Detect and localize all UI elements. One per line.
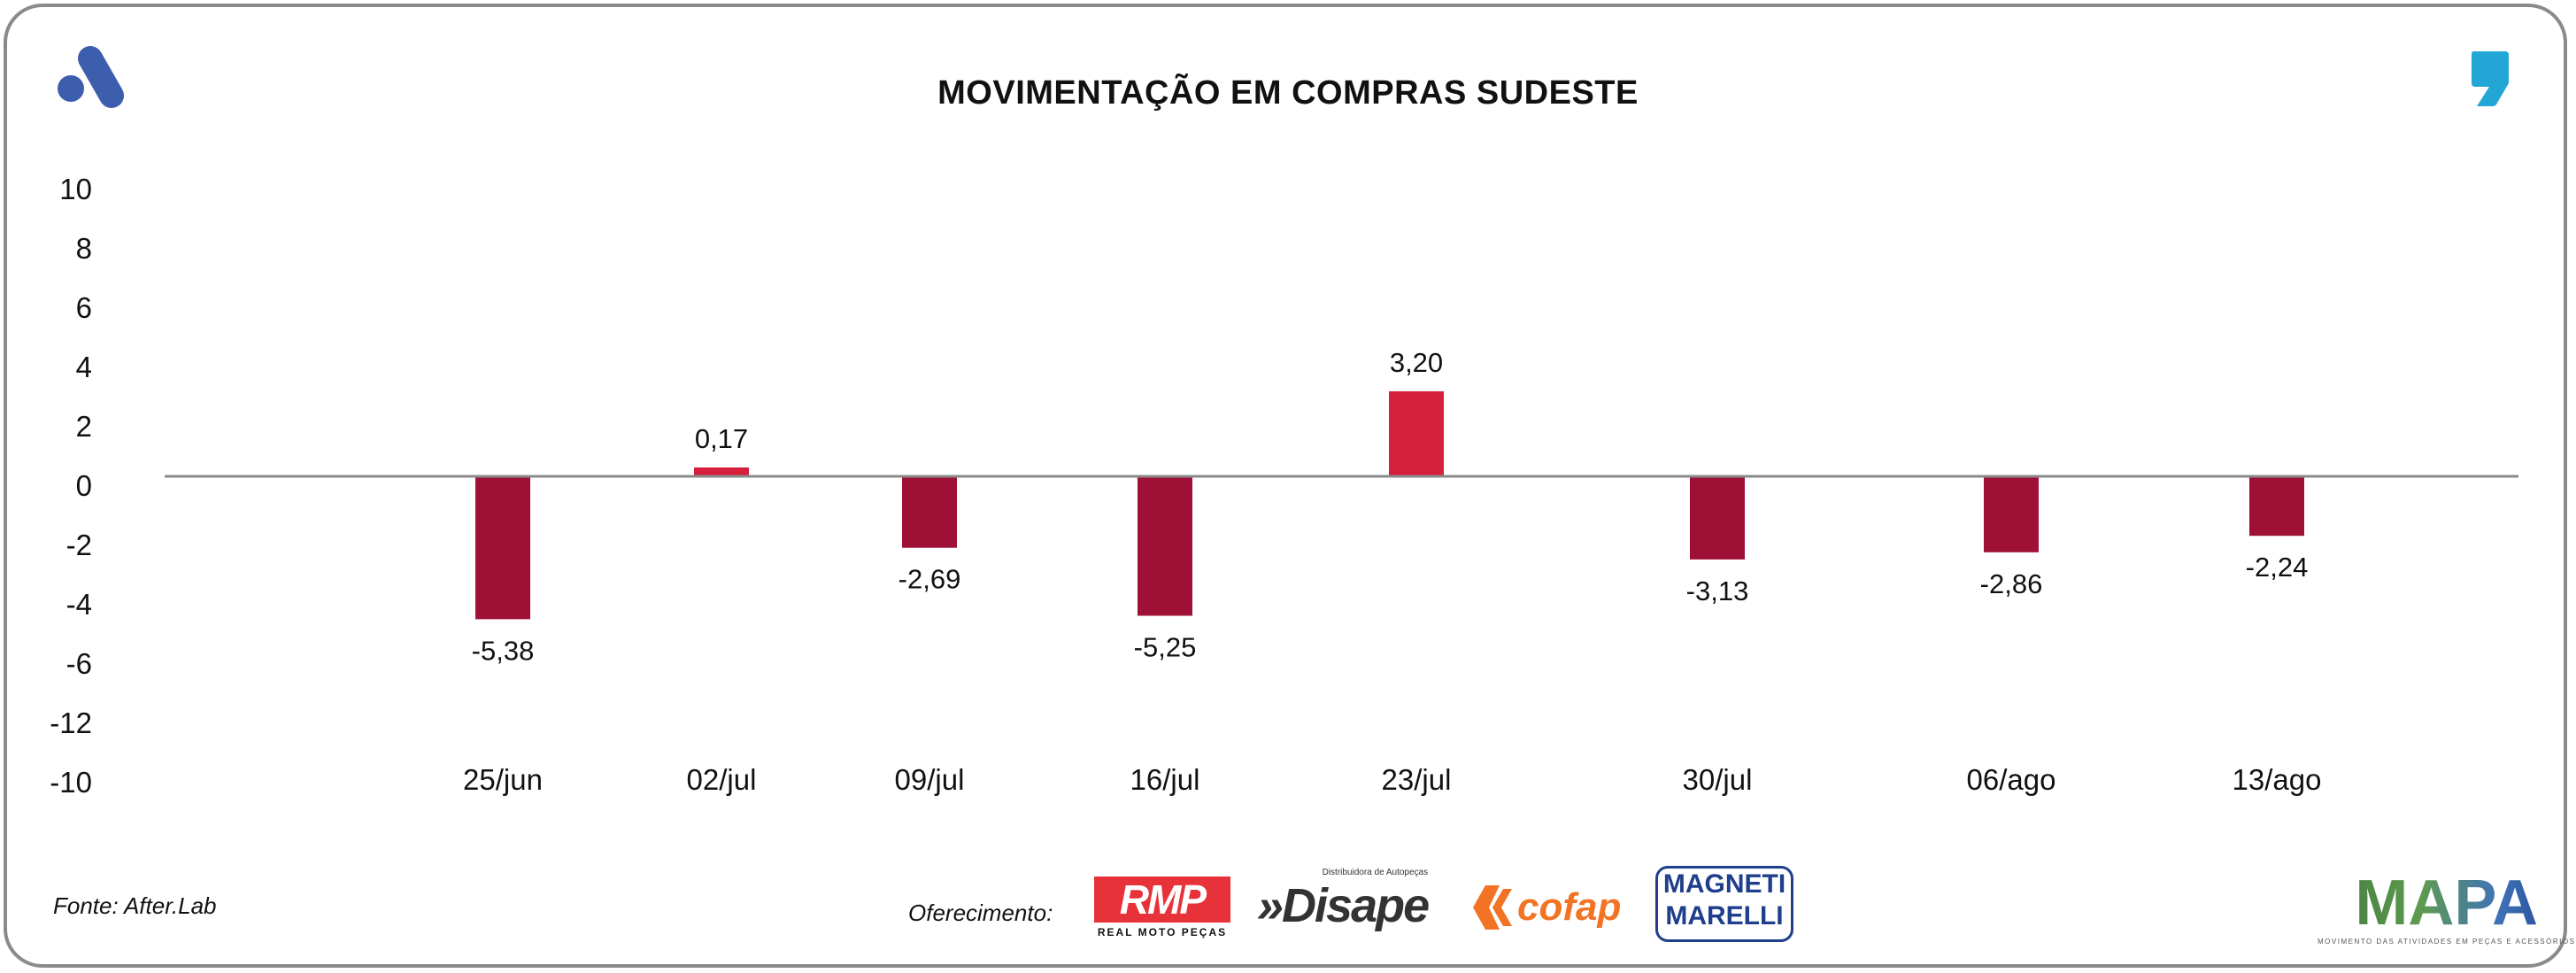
- sponsor-label: Oferecimento:: [908, 900, 1053, 926]
- data-label: -5,38: [472, 635, 535, 666]
- y-tick-label: -6: [66, 647, 92, 680]
- bar: [1138, 476, 1192, 616]
- y-tick-label: -10: [50, 766, 92, 799]
- data-label: -2,69: [899, 564, 961, 595]
- data-label: 3,20: [1390, 347, 1443, 378]
- mapa-logo-text: MAPA: [2318, 871, 2575, 935]
- disape-logo: Distribuidora de Autopeças »Disape: [1257, 868, 1430, 932]
- bar: [1690, 476, 1745, 560]
- bar: [902, 476, 957, 548]
- x-tick-label: 06/ago: [1967, 763, 2056, 796]
- bar: [1984, 476, 2039, 552]
- disape-tagline: Distribuidora de Autopeças: [1322, 868, 1429, 877]
- x-tick-label: 23/jul: [1382, 763, 1452, 796]
- chart-title: MOVIMENTAÇÃO EM COMPRAS SUDESTE: [937, 74, 1639, 112]
- x-tick-label: 02/jul: [687, 763, 757, 796]
- rmp-logo: RMP REAL MOTO PEÇAS: [1094, 876, 1230, 938]
- x-tick-label: 09/jul: [895, 763, 965, 796]
- y-tick-label: -4: [66, 588, 92, 621]
- x-tick-label: 16/jul: [1130, 763, 1200, 796]
- bar: [2249, 476, 2304, 537]
- data-label: -2,86: [1980, 568, 2043, 599]
- cofap-logo-text: cofap: [1517, 885, 1622, 929]
- source-note: Fonte: After.Lab: [53, 892, 217, 919]
- bar: [1389, 391, 1444, 476]
- data-label: -3,13: [1686, 575, 1749, 606]
- y-tick-label: 10: [59, 173, 92, 205]
- data-label: -2,24: [2246, 552, 2309, 583]
- cofap-logo: cofap: [1473, 885, 1621, 930]
- y-tick-label: 6: [76, 291, 92, 324]
- x-tick-label: 30/jul: [1683, 763, 1753, 796]
- data-label: 0,17: [695, 423, 748, 454]
- y-tick-label: 8: [76, 232, 92, 265]
- card-frame: [4, 4, 2567, 968]
- brand-a-logo-icon: [58, 46, 124, 108]
- x-tick-label: 13/ago: [2233, 763, 2322, 796]
- y-tick-label: 4: [76, 351, 92, 383]
- mapa-logo-subtext: MOVIMENTO DAS ATIVIDADES EM PEÇAS E ACES…: [2318, 938, 2576, 946]
- y-tick-label: -12: [50, 707, 92, 739]
- x-tick-label: 25/jun: [463, 763, 543, 796]
- cofap-chevron-icon: [1473, 885, 1512, 930]
- rmp-logo-subtext: REAL MOTO PEÇAS: [1097, 926, 1228, 938]
- bar: [475, 476, 530, 620]
- data-label: -5,25: [1134, 632, 1197, 663]
- brand-quote-logo-icon: [2472, 51, 2509, 106]
- y-tick-label: 0: [76, 469, 92, 502]
- rmp-logo-text: RMP: [1094, 876, 1230, 923]
- mapa-logo: MAPA MOVIMENTO DAS ATIVIDADES EM PEÇAS E…: [2318, 871, 2576, 946]
- magneti-marelli-logo: MAGNETI MARELLI: [1655, 866, 1793, 942]
- y-tick-label: -2: [66, 529, 92, 561]
- y-tick-label: 2: [76, 410, 92, 443]
- bar: [694, 467, 749, 476]
- disape-logo-text: »Disape: [1257, 879, 1430, 932]
